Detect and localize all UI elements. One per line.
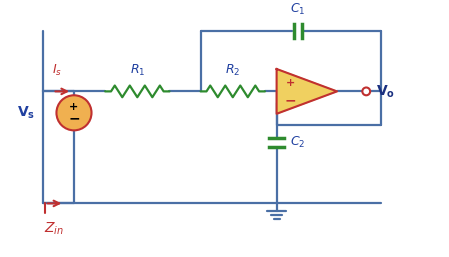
Polygon shape: [277, 69, 337, 114]
Circle shape: [57, 95, 92, 130]
Text: +: +: [286, 78, 295, 88]
Text: $I_s$: $I_s$: [53, 63, 62, 78]
Text: $C_1$: $C_1$: [291, 2, 306, 17]
Text: $R_2$: $R_2$: [225, 63, 240, 78]
Text: −: −: [285, 93, 296, 107]
Circle shape: [362, 87, 370, 95]
Text: +: +: [69, 102, 79, 112]
Text: $\mathbf{V_s}$: $\mathbf{V_s}$: [17, 105, 35, 121]
Text: −: −: [68, 112, 80, 126]
Text: $\mathbf{V_o}$: $\mathbf{V_o}$: [376, 83, 395, 99]
Text: $Z_{in}$: $Z_{in}$: [44, 221, 65, 237]
Text: $C_2$: $C_2$: [290, 135, 306, 150]
Text: $R_1$: $R_1$: [130, 63, 145, 78]
